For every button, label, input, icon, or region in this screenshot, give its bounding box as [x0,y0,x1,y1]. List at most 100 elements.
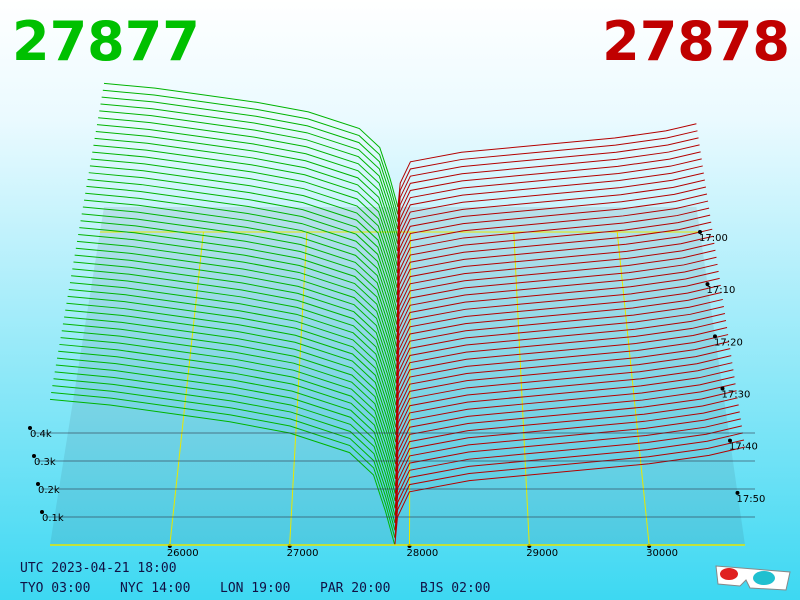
time-tick-mark [705,282,710,287]
clock-label: TYO 03:00 [20,581,90,596]
depth-line [64,316,397,457]
depth-line [396,200,709,288]
depth-line [396,179,705,266]
depth-line [394,418,741,516]
ask-price: 27878 [602,10,790,73]
clock-label: NYC 14:00 [120,581,190,596]
depth-line [395,298,723,391]
time-tick-mark [698,230,702,234]
time-tick-mark [735,490,740,495]
depth-line [395,341,730,435]
grid-line [289,231,308,546]
time-tick-label: 17:40 [729,442,758,453]
bid-price: 27877 [12,10,200,73]
depth-line [87,179,398,310]
depth-line [396,207,710,296]
clock-label: BJS 02:00 [420,581,490,596]
depth-line [394,404,739,501]
depth-line [394,446,746,546]
depth-line [397,123,697,208]
depth-line [69,282,397,421]
depth-line [56,357,396,502]
depth-line [94,137,398,266]
depth-line [395,320,727,413]
depth-line [61,330,396,472]
depth-line [81,213,398,347]
depth-line [396,256,717,347]
grid-line [616,231,650,546]
utc-time: UTC 2023-04-21 18:00 [20,561,177,576]
time-tick-label: 17:00 [699,233,728,244]
depth-line [396,172,704,259]
depth-line [102,89,399,215]
depth-line [58,350,396,494]
y-tick-mark [40,510,44,514]
depth-line [395,348,731,443]
depth-line [93,144,398,274]
x-tick-label: 27000 [287,548,319,559]
x-tick-label: 29000 [526,548,558,559]
depth-line [396,228,713,318]
depth-line [75,247,397,384]
depth-line [394,439,745,538]
depth-line [101,96,399,222]
x-tick-label: 30000 [646,548,678,559]
depth-line [53,378,396,524]
y-tick-mark [32,454,36,458]
depth-line [394,425,742,524]
time-tick-label: 17:10 [707,285,736,296]
depth-line [394,411,740,509]
y-tick-mark [28,426,32,430]
depth-line [394,390,737,487]
y-tick-label: 0.1k [42,513,64,524]
depth-line [397,137,699,222]
x-tick-label: 28000 [406,548,438,559]
3d-glasses-icon[interactable] [715,565,791,591]
depth-line [394,397,738,494]
depth-line [60,337,396,479]
depth-line [96,124,398,252]
depth-line [395,291,722,384]
depth-line [395,284,721,377]
depth-line [91,158,398,288]
depth-line [395,327,728,421]
depth-line [396,270,719,362]
depth-line [65,309,397,450]
depth-line [397,130,698,215]
time-tick-mark [713,334,717,339]
depth-line [100,103,399,230]
depth-line [78,234,397,369]
depth-line [103,82,399,208]
depth-line [395,305,724,399]
depth-line [85,192,398,325]
depth-line [396,186,707,274]
depth-line [397,144,700,230]
depth-line [92,151,398,281]
depth-line [396,235,714,325]
depth-line [86,185,398,318]
clock-label: PAR 20:00 [320,581,390,596]
depth-line [395,355,732,450]
plot: 26000 27000 28000 29000 30000 0.1k 0.2k 0.3k 0.4… [28,82,765,559]
depth-line [82,206,398,340]
depth-line [66,302,397,443]
y-tick-label: 0.2k [38,485,60,496]
y-tick-mark [36,482,40,486]
depth-line [396,242,715,332]
depth-line [397,151,701,237]
depth-line [396,249,716,340]
depth-line [51,392,396,538]
depth-line [396,214,711,303]
x-tick-label: 26000 [167,548,199,559]
depth-line [397,158,702,244]
depth-line [68,288,397,428]
depth-line [52,385,396,531]
depth-line [54,371,396,516]
time-tick-label: 17:20 [714,337,743,348]
clock-label: LON 19:00 [220,581,290,596]
depth-line [395,376,735,472]
depth-line [55,364,396,509]
depth-line [67,295,397,435]
